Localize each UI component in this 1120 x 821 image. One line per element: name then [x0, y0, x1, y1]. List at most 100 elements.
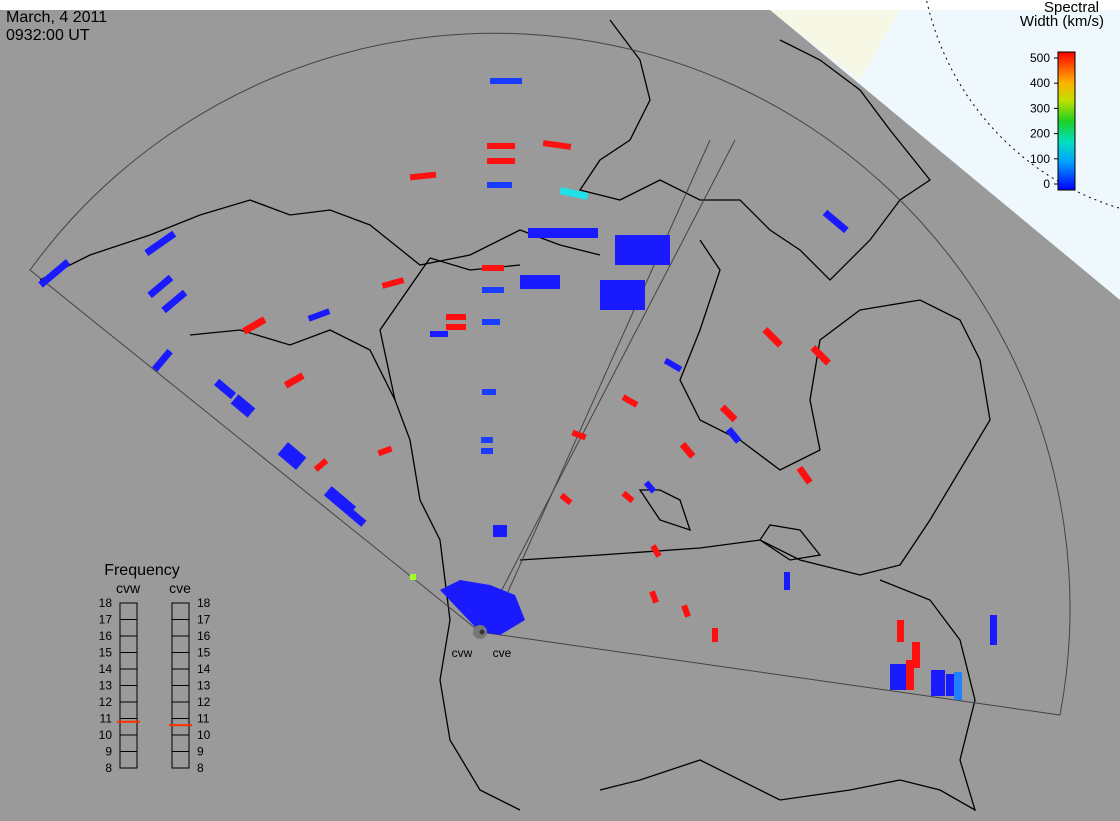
echo — [242, 316, 267, 335]
echo — [410, 574, 416, 580]
echo — [493, 525, 507, 537]
colorbar-tick-label: 300 — [1030, 101, 1050, 115]
echo — [559, 492, 573, 506]
echo — [906, 660, 914, 690]
gauge-tick-label: 12 — [99, 695, 113, 709]
gauge-tick-label: 8 — [105, 761, 112, 775]
gauge-tick-label: 12 — [197, 695, 211, 709]
echo — [954, 672, 962, 700]
echo — [38, 259, 71, 288]
coastline — [519, 239, 991, 576]
echo — [681, 604, 691, 618]
colorbar-tick-label: 0 — [1043, 177, 1050, 191]
colorbar-title: Width (km/s) — [1020, 13, 1104, 30]
echo — [487, 158, 515, 164]
echo — [712, 628, 718, 642]
gauge-tick-label: 14 — [99, 662, 113, 676]
echo — [890, 664, 906, 690]
echo — [482, 265, 504, 271]
echo — [481, 448, 493, 454]
echo — [571, 429, 587, 441]
colorbar-ticks: 0 100 200 300 400 500 — [1030, 51, 1058, 191]
echo — [946, 674, 954, 696]
fan-outline — [29, 32, 1071, 716]
fan-boundary — [489, 139, 711, 633]
colorbar-tick-label: 400 — [1030, 76, 1050, 90]
echo — [347, 509, 367, 527]
colorbar-title: Spectral — [1044, 0, 1099, 16]
echo — [283, 372, 305, 389]
gauge-label: cve — [169, 580, 191, 596]
echo — [381, 277, 405, 289]
gauge-tick-label: 13 — [99, 679, 113, 693]
echo — [600, 280, 645, 310]
radar-fans — [29, 32, 1071, 716]
echo — [663, 357, 683, 373]
echo — [446, 324, 466, 330]
echo — [151, 348, 173, 372]
echo — [822, 209, 849, 234]
echo — [542, 140, 572, 150]
echo — [784, 572, 790, 590]
echo — [430, 331, 448, 337]
echo — [490, 78, 522, 84]
gauge-tick-label: 11 — [100, 712, 113, 726]
colorbar — [1057, 51, 1076, 191]
echo — [762, 327, 783, 348]
coastline — [189, 329, 521, 811]
gauge-tick-label: 17 — [99, 613, 113, 627]
coastline — [599, 579, 977, 812]
frequency-gauges: 8 8 9 9 10 10 11 11 12 12 13 13 14 14 15 15 16 16 17 17 18 18 — [99, 596, 211, 775]
echo — [409, 171, 437, 181]
gauge-tick-label: 16 — [99, 629, 113, 643]
time: 0932:00 UT — [6, 27, 90, 44]
coastline — [39, 199, 601, 281]
echo — [719, 404, 738, 423]
fan-boundary — [479, 139, 736, 633]
lake — [638, 489, 692, 532]
echo — [481, 437, 493, 443]
radar-site-center — [479, 629, 485, 635]
echo — [990, 615, 997, 645]
echo — [147, 274, 174, 299]
echo — [144, 230, 177, 257]
gauge-tick-label: 15 — [197, 646, 211, 660]
gauge-tick-label: 11 — [197, 712, 210, 726]
gauge-tick-label: 18 — [197, 596, 211, 610]
echo — [377, 445, 393, 457]
echo — [912, 642, 920, 668]
gauge-tick-label: 18 — [99, 596, 113, 610]
lake — [759, 524, 822, 561]
coastline — [578, 19, 931, 281]
echo — [482, 319, 500, 325]
echo — [307, 308, 331, 322]
echo — [643, 480, 657, 494]
echo — [679, 441, 696, 459]
echo — [725, 426, 742, 444]
echo — [931, 670, 945, 696]
date: March, 4 2011 — [6, 9, 107, 26]
gauge-tick-label: 10 — [197, 728, 211, 742]
echo — [649, 590, 659, 604]
echo — [440, 580, 525, 635]
echo — [650, 544, 662, 558]
echo — [214, 378, 236, 400]
echo — [796, 465, 813, 485]
gauge-tick-label: 10 — [99, 728, 113, 742]
frequency-title: Frequency — [104, 562, 180, 579]
radar-label: cvw — [452, 646, 473, 660]
echo — [323, 486, 357, 516]
echo — [615, 235, 670, 265]
echo — [621, 394, 639, 408]
gauge-tick-label: 17 — [197, 613, 211, 627]
colorbar-tick-label: 500 — [1030, 51, 1050, 65]
echo — [230, 394, 256, 418]
echo — [482, 389, 496, 395]
echo — [487, 143, 515, 149]
gauge-tick-label: 16 — [197, 629, 211, 643]
polar-region — [770, 10, 1120, 300]
echo — [897, 620, 904, 642]
radar-label: cve — [493, 646, 512, 660]
